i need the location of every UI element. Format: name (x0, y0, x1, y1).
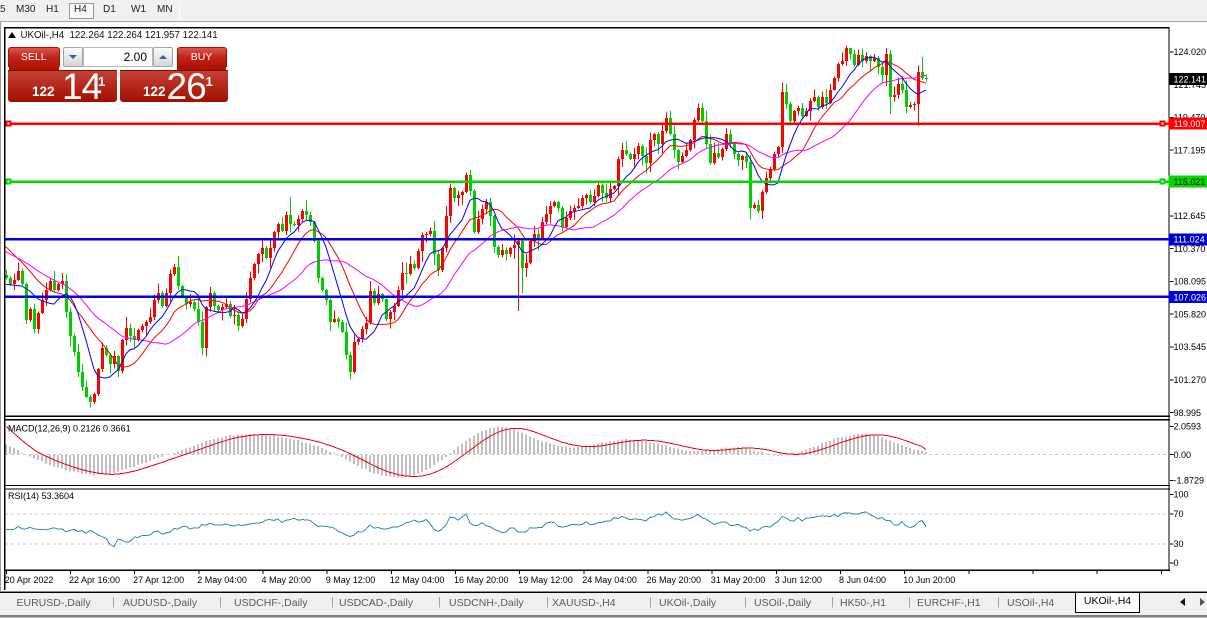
svg-text:122.141: 122.141 (1174, 74, 1207, 84)
svg-text:MACD(12,26,9) 0.2126 0.3661: MACD(12,26,9) 0.2126 0.3661 (8, 424, 131, 434)
svg-text:4 May 20:00: 4 May 20:00 (262, 575, 312, 585)
svg-text:103.545: 103.545 (1174, 342, 1207, 352)
svg-text:101.270: 101.270 (1174, 375, 1207, 385)
svg-text:111.024: 111.024 (1174, 235, 1205, 245)
svg-text:30: 30 (1174, 539, 1184, 549)
svg-text:9 May 12:00: 9 May 12:00 (326, 575, 376, 585)
svg-text:110.370: 110.370 (1174, 244, 1206, 254)
svg-text:22 Apr 16:00: 22 Apr 16:00 (69, 575, 120, 585)
svg-text:117.195: 117.195 (1174, 145, 1206, 155)
svg-text:108.095: 108.095 (1174, 277, 1207, 287)
svg-text:0.00: 0.00 (1174, 450, 1192, 460)
svg-text:20 Apr 2022: 20 Apr 2022 (5, 575, 54, 585)
svg-text:27 Apr 12:00: 27 Apr 12:00 (133, 575, 184, 585)
svg-text:19 May 12:00: 19 May 12:00 (518, 575, 573, 585)
svg-text:-1.8729: -1.8729 (1174, 476, 1205, 486)
svg-text:124.020: 124.020 (1174, 47, 1207, 57)
svg-text:10 Jun 20:00: 10 Jun 20:00 (903, 575, 955, 585)
svg-text:70: 70 (1174, 509, 1184, 519)
svg-text:105.820: 105.820 (1174, 309, 1207, 319)
svg-text:0: 0 (1174, 558, 1179, 568)
svg-text:119.007: 119.007 (1174, 119, 1206, 129)
svg-text:98.995: 98.995 (1174, 408, 1202, 418)
svg-text:24 May 04:00: 24 May 04:00 (582, 575, 637, 585)
svg-text:100: 100 (1174, 490, 1189, 500)
svg-text:RSI(14) 53.3604: RSI(14) 53.3604 (8, 491, 74, 501)
svg-text:107.026: 107.026 (1174, 292, 1207, 302)
svg-text:8 Jun 04:00: 8 Jun 04:00 (839, 575, 886, 585)
svg-text:26 May 20:00: 26 May 20:00 (647, 575, 702, 585)
svg-text:16 May 20:00: 16 May 20:00 (454, 575, 509, 585)
svg-text:31 May 20:00: 31 May 20:00 (711, 575, 766, 585)
svg-text:12 May 04:00: 12 May 04:00 (390, 575, 445, 585)
svg-text:3 Jun 12:00: 3 Jun 12:00 (775, 575, 822, 585)
svg-text:112.645: 112.645 (1174, 211, 1206, 221)
svg-text:2.0593: 2.0593 (1174, 422, 1202, 432)
svg-text:115.021: 115.021 (1174, 177, 1206, 187)
svg-text:2 May 04:00: 2 May 04:00 (197, 575, 247, 585)
